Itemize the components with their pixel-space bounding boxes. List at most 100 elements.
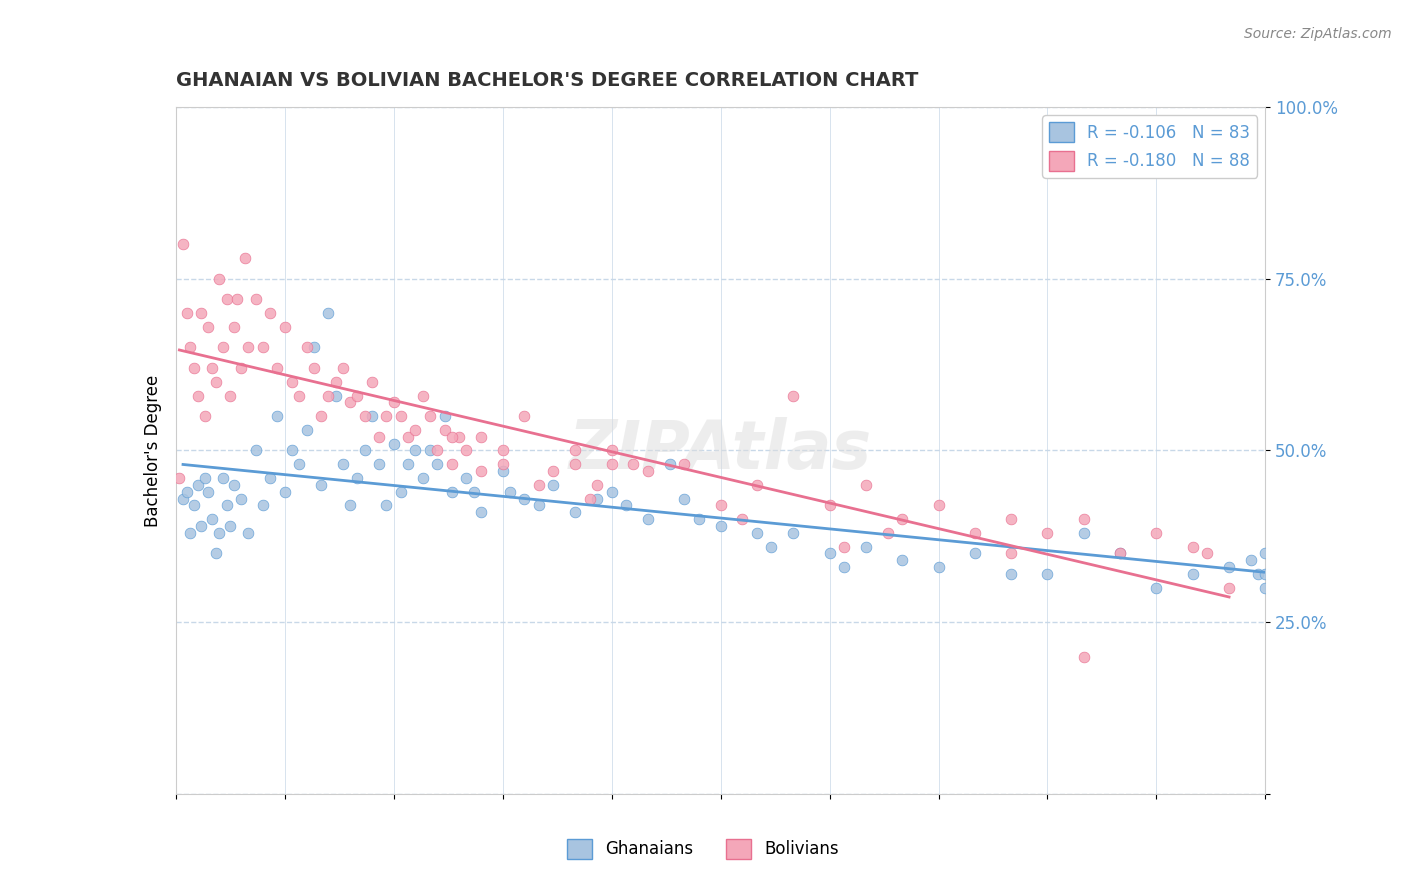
Point <box>325 388 347 402</box>
Point <box>637 464 659 478</box>
Point <box>1181 567 1204 582</box>
Point <box>1109 546 1132 561</box>
Point <box>1146 581 1168 595</box>
Point <box>190 519 212 533</box>
Point <box>564 505 586 519</box>
Text: ZIPAtlas: ZIPAtlas <box>569 417 872 483</box>
Point <box>963 546 986 561</box>
Point <box>281 443 304 458</box>
Point <box>470 505 492 519</box>
Point <box>375 409 398 424</box>
Point <box>238 340 260 354</box>
Legend: R = -0.106   N = 83, R = -0.180   N = 88: R = -0.106 N = 83, R = -0.180 N = 88 <box>1042 115 1257 178</box>
Point <box>245 293 267 307</box>
Point <box>281 375 304 389</box>
Point <box>463 484 485 499</box>
Point <box>208 271 231 285</box>
Point <box>245 443 267 458</box>
Point <box>332 361 354 376</box>
Point <box>361 409 384 424</box>
Point <box>492 457 515 471</box>
Point <box>204 546 226 561</box>
Point <box>309 409 332 424</box>
Point <box>288 388 311 402</box>
Point <box>194 409 217 424</box>
Point <box>782 388 804 402</box>
Point <box>1073 525 1095 540</box>
Point <box>745 525 768 540</box>
Point <box>710 499 733 513</box>
Point <box>513 491 536 506</box>
Point <box>172 237 194 252</box>
Point <box>231 491 253 506</box>
Point <box>266 361 288 376</box>
Point <box>190 306 212 320</box>
Point <box>318 388 340 402</box>
Point <box>543 464 565 478</box>
Point <box>527 478 550 492</box>
Point <box>499 484 522 499</box>
Point <box>673 457 696 471</box>
Point <box>527 499 550 513</box>
Point <box>1254 546 1277 561</box>
Point <box>219 388 242 402</box>
Point <box>1073 512 1095 526</box>
Point <box>600 443 623 458</box>
Point <box>470 430 492 444</box>
Point <box>201 361 224 376</box>
Point <box>492 443 515 458</box>
Point <box>731 512 754 526</box>
Point <box>419 409 441 424</box>
Point <box>179 525 201 540</box>
Point <box>658 457 681 471</box>
Point <box>440 484 463 499</box>
Point <box>215 293 238 307</box>
Point <box>194 471 217 485</box>
Point <box>201 512 224 526</box>
Point <box>1036 525 1059 540</box>
Point <box>1036 567 1059 582</box>
Point <box>339 499 361 513</box>
Point <box>346 388 368 402</box>
Point <box>419 443 441 458</box>
Point <box>928 499 950 513</box>
Point <box>302 340 325 354</box>
Point <box>274 484 297 499</box>
Point <box>447 430 470 444</box>
Point <box>396 457 419 471</box>
Point <box>600 457 623 471</box>
Point <box>688 512 710 526</box>
Point <box>346 471 368 485</box>
Point <box>928 560 950 574</box>
Point <box>1181 540 1204 554</box>
Point <box>274 319 297 334</box>
Point <box>368 457 391 471</box>
Point <box>818 499 841 513</box>
Point <box>169 471 191 485</box>
Point <box>309 478 332 492</box>
Point <box>252 499 274 513</box>
Point <box>302 361 325 376</box>
Point <box>233 251 256 265</box>
Point <box>745 478 768 492</box>
Point <box>564 443 586 458</box>
Point <box>426 443 449 458</box>
Point <box>197 484 219 499</box>
Point <box>389 484 412 499</box>
Point <box>219 519 242 533</box>
Point <box>382 395 405 409</box>
Point <box>1000 567 1022 582</box>
Point <box>586 491 609 506</box>
Point <box>204 375 226 389</box>
Point <box>426 457 449 471</box>
Point <box>186 388 209 402</box>
Point <box>172 491 194 506</box>
Point <box>513 409 536 424</box>
Point <box>855 540 877 554</box>
Point <box>176 306 198 320</box>
Point <box>179 340 201 354</box>
Point <box>891 512 914 526</box>
Point <box>295 423 318 437</box>
Point <box>183 499 205 513</box>
Point <box>963 525 986 540</box>
